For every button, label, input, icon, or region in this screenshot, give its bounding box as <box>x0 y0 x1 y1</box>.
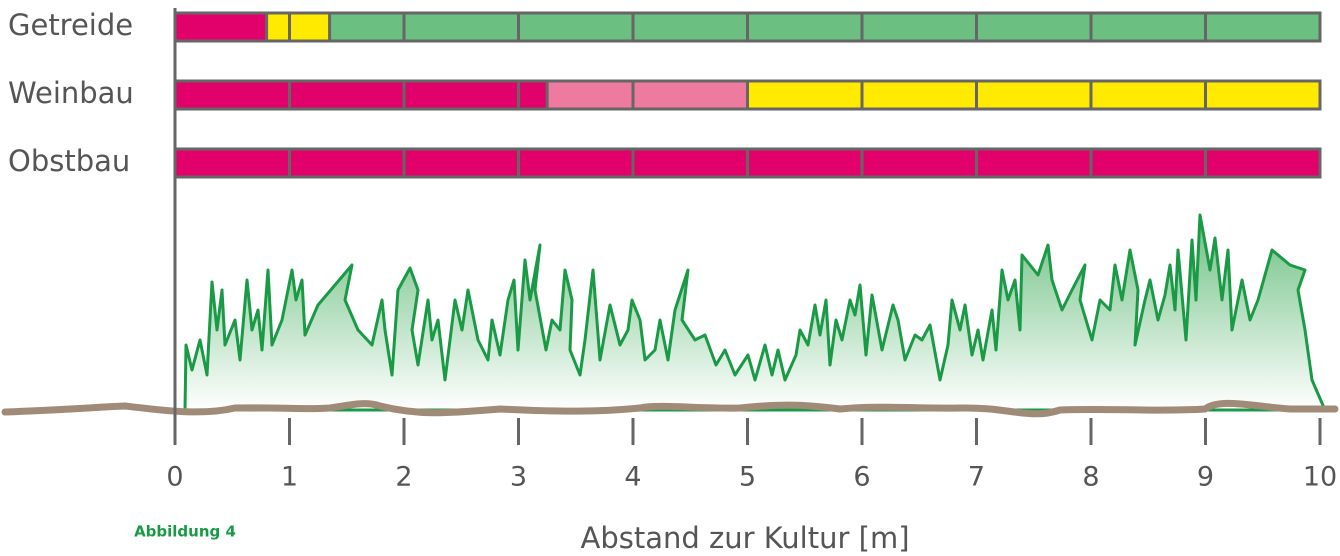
caption: Abbildung 4 <box>134 523 236 541</box>
segment <box>748 81 1321 109</box>
segment <box>175 13 267 41</box>
segment <box>267 13 330 41</box>
x-tick-label: 10 <box>1303 462 1337 493</box>
x-tick-label: 6 <box>853 462 870 493</box>
chart: Abstand zur Kultur [m] Abbildung 4 Getre… <box>0 0 1340 556</box>
x-tick-label: 5 <box>739 462 756 493</box>
segment <box>547 81 747 109</box>
x-tick-label: 9 <box>1197 462 1214 493</box>
x-tick-label: 7 <box>968 462 985 493</box>
row-label: Weinbau <box>8 76 134 110</box>
x-tick-label: 1 <box>281 462 298 493</box>
x-tick-label: 3 <box>510 462 527 493</box>
row-label: Obstbau <box>8 144 130 178</box>
segment <box>175 81 547 109</box>
x-axis-label: Abstand zur Kultur [m] <box>580 521 909 555</box>
row-label: Getreide <box>8 8 133 42</box>
x-tick-label: 4 <box>624 462 641 493</box>
segment <box>330 13 1320 41</box>
x-tick-label: 2 <box>395 462 412 493</box>
grass-illustration <box>185 215 1325 410</box>
x-tick-label: 8 <box>1082 462 1099 493</box>
x-tick-label: 0 <box>166 462 183 493</box>
